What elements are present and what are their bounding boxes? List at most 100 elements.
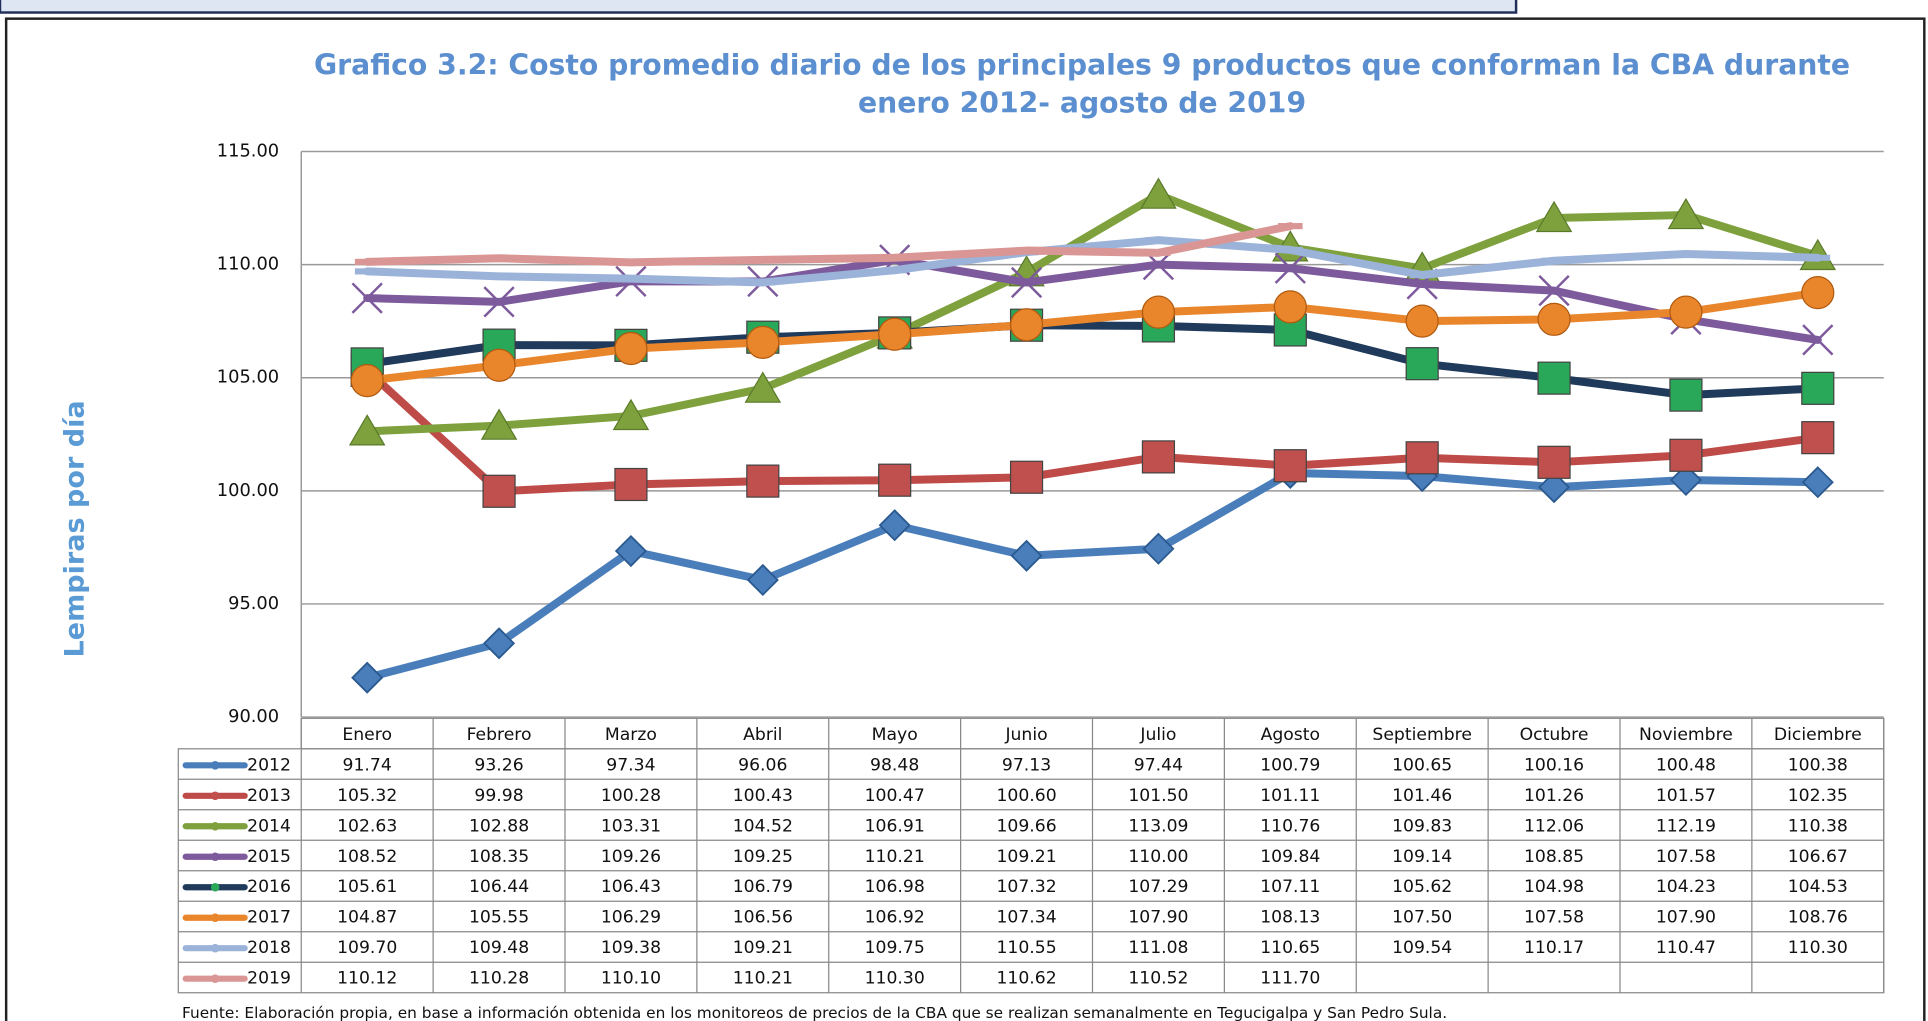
table-value: 106.91 [865, 816, 925, 836]
table-value: 106.43 [601, 877, 661, 897]
marker [1010, 266, 1043, 299]
marker [354, 268, 380, 275]
table-value: 110.55 [996, 938, 1056, 958]
legend-label: 2017 [247, 908, 291, 928]
table-value: 100.65 [1392, 755, 1452, 775]
table-value: 107.11 [1260, 877, 1320, 897]
table-value: 106.44 [469, 877, 529, 897]
marker [882, 267, 907, 274]
marker [1669, 295, 1703, 329]
legend-swatch [210, 760, 220, 770]
marker [350, 364, 384, 398]
frame [4, 17, 1926, 1021]
marker [614, 331, 648, 366]
table-value: 108.85 [1524, 847, 1584, 867]
legend-label: 2016 [247, 877, 291, 897]
table-value: 108.35 [469, 847, 529, 867]
table-value: 109.84 [1260, 847, 1320, 867]
table-value: 108.76 [1788, 908, 1848, 928]
table-value: 107.50 [1392, 908, 1452, 928]
x-tick-label: Febrero [467, 725, 532, 745]
table-value: 109.26 [601, 847, 661, 867]
marker [1141, 440, 1176, 474]
marker [1273, 449, 1307, 483]
table-value: 109.66 [996, 816, 1056, 836]
chart-title: Grafico 3.2: Costo promedio diario de lo… [314, 49, 1850, 82]
marker [612, 398, 650, 431]
marker [486, 255, 512, 262]
table-value: 98.48 [870, 755, 919, 775]
marker [480, 408, 518, 440]
series-line [363, 321, 1822, 400]
marker [1141, 295, 1176, 329]
table-value: 110.76 [1260, 816, 1320, 836]
x-tick-label: Agosto [1261, 725, 1320, 745]
marker [750, 256, 776, 263]
table-value: 106.98 [865, 877, 925, 897]
table-value: 104.98 [1524, 877, 1584, 897]
marker [1669, 378, 1703, 412]
table-value: 96.06 [738, 755, 787, 775]
table-value: 110.47 [1656, 938, 1716, 958]
marker [1537, 471, 1571, 504]
marker [1537, 302, 1571, 336]
marker [1405, 347, 1439, 381]
table-value: 110.30 [865, 969, 925, 989]
table-value: 101.50 [1128, 786, 1188, 806]
marker [1142, 532, 1175, 565]
table-value: 93.26 [474, 755, 523, 775]
marker [483, 286, 515, 318]
table-value: 110.28 [469, 969, 529, 989]
table-value: 109.54 [1392, 938, 1452, 958]
table-value: 97.44 [1134, 755, 1183, 775]
table-value: 97.34 [606, 755, 655, 775]
banner [0, 0, 1518, 14]
marker [614, 467, 648, 502]
marker [1669, 438, 1703, 472]
table-value: 113.09 [1128, 816, 1188, 836]
marker [1274, 252, 1306, 284]
marker [882, 254, 907, 261]
table-value: 110.10 [601, 969, 661, 989]
table-value: 104.23 [1656, 877, 1716, 897]
table-value: 109.38 [601, 938, 661, 958]
legend-swatch [210, 943, 220, 953]
table-value: 102.88 [469, 816, 529, 836]
marker [614, 534, 647, 568]
table-value: 100.28 [601, 786, 661, 806]
marker [1537, 361, 1571, 395]
marker [1805, 254, 1831, 261]
table-value: 110.17 [1524, 938, 1584, 958]
series-line [363, 288, 1822, 385]
legend-label: 2013 [247, 786, 291, 806]
table-value: 110.21 [865, 847, 925, 867]
x-tick-label: Enero [342, 725, 392, 745]
marker [1405, 304, 1439, 338]
marker [1541, 257, 1567, 264]
y-axis-label: Lempiras por día [60, 400, 91, 657]
legend-swatch [210, 821, 220, 831]
table-value: 109.14 [1392, 847, 1452, 867]
table-value: 106.29 [601, 908, 661, 928]
table-value: 100.60 [996, 786, 1056, 806]
table-value: 100.47 [865, 786, 925, 806]
table-value: 107.32 [996, 877, 1056, 897]
x-tick-label: Septiembre [1372, 725, 1472, 745]
table-value: 99.98 [474, 786, 523, 806]
legend-label: 2015 [247, 847, 291, 867]
table-value: 110.21 [733, 969, 793, 989]
marker [1009, 460, 1044, 494]
table-value: 110.52 [1128, 969, 1188, 989]
table-value: 102.35 [1788, 786, 1848, 806]
table-value: 102.63 [337, 816, 397, 836]
table-value: 101.57 [1656, 786, 1716, 806]
marker [1535, 200, 1573, 233]
table-value: 112.06 [1524, 816, 1584, 836]
x-tick-label: Mayo [872, 725, 918, 745]
table-value: 112.19 [1656, 816, 1716, 836]
table-value: 108.13 [1260, 908, 1320, 928]
table-value: 105.62 [1392, 877, 1452, 897]
x-tick-label: Noviembre [1639, 725, 1733, 745]
